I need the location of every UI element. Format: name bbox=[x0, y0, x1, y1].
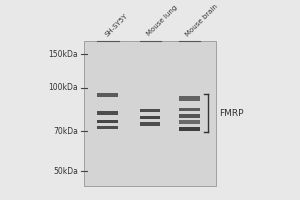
Text: Mouse brain: Mouse brain bbox=[185, 3, 219, 37]
Bar bbox=[98, 120, 118, 123]
Bar bbox=[140, 116, 160, 119]
Bar bbox=[98, 126, 118, 129]
Text: 70kDa: 70kDa bbox=[53, 127, 78, 136]
Bar bbox=[98, 111, 118, 115]
Text: SH-SY5Y: SH-SY5Y bbox=[104, 12, 129, 37]
Bar bbox=[140, 122, 160, 126]
Bar bbox=[140, 109, 160, 112]
Text: 100kDa: 100kDa bbox=[48, 83, 78, 92]
Bar bbox=[178, 96, 200, 101]
Bar bbox=[178, 127, 200, 131]
Bar bbox=[178, 114, 200, 118]
Bar bbox=[98, 93, 118, 97]
Text: FMRP: FMRP bbox=[219, 109, 244, 118]
Bar bbox=[178, 108, 200, 111]
Bar bbox=[178, 120, 200, 124]
Bar bbox=[84, 41, 216, 186]
Text: Mouse lung: Mouse lung bbox=[146, 5, 178, 37]
Text: 150kDa: 150kDa bbox=[48, 50, 78, 59]
Text: 50kDa: 50kDa bbox=[53, 167, 78, 176]
